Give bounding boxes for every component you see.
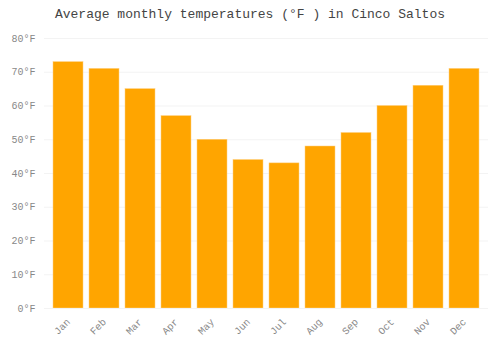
svg-text:70°F: 70°F [11,67,35,78]
svg-text:Jun: Jun [232,317,253,338]
svg-text:May: May [196,317,217,338]
svg-text:Jan: Jan [52,317,73,338]
svg-text:10°F: 10°F [11,270,35,281]
svg-text:Nov: Nov [412,317,433,338]
svg-text:Mar: Mar [124,317,145,338]
svg-text:40°F: 40°F [11,169,35,180]
html-text:Average monthly temperatures (: Average monthly temperatures (°F ) in Ci… [55,7,445,22]
svg-text:Apr: Apr [160,317,181,338]
svg-text:80°F: 80°F [11,34,35,45]
svg-text:20°F: 20°F [11,236,35,247]
svg-text:50°F: 50°F [11,135,35,146]
svg-text:Dec: Dec [448,317,469,338]
svg-text:Feb: Feb [88,317,109,338]
svg-text:60°F: 60°F [11,101,35,112]
svg-text:0°F: 0°F [17,304,35,315]
svg-text:30°F: 30°F [11,202,35,213]
svg-text:Jul: Jul [268,317,289,338]
svg-text:Oct: Oct [376,317,397,338]
svg-text:Sep: Sep [340,317,361,338]
svg-text:Aug: Aug [304,317,325,338]
